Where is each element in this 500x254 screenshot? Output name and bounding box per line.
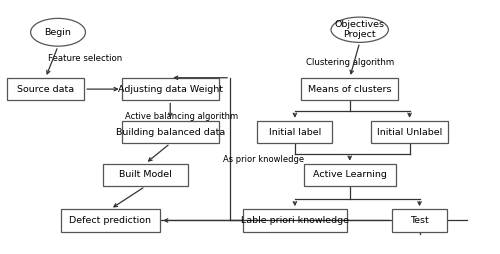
Text: Objectives
Project: Objectives Project — [334, 20, 384, 39]
Text: Clustering algorithm: Clustering algorithm — [306, 58, 394, 67]
Bar — [301, 78, 398, 101]
Text: Feature selection: Feature selection — [48, 54, 122, 63]
Bar — [60, 209, 160, 232]
Text: Initial Unlabel: Initial Unlabel — [377, 128, 442, 137]
Text: Initial label: Initial label — [269, 128, 321, 137]
Ellipse shape — [30, 18, 86, 46]
Bar — [242, 209, 347, 232]
Text: Built Model: Built Model — [119, 170, 172, 180]
Bar — [103, 164, 188, 186]
Text: Begin: Begin — [44, 28, 72, 37]
Text: Adjusting data Weight: Adjusting data Weight — [118, 85, 222, 94]
Text: Test: Test — [410, 216, 429, 225]
Text: Lable priori knowledge: Lable priori knowledge — [241, 216, 349, 225]
Bar — [304, 164, 396, 186]
Bar — [371, 121, 448, 144]
Text: Defect prediction: Defect prediction — [70, 216, 152, 225]
Bar — [392, 209, 447, 232]
Bar — [122, 78, 219, 101]
Bar — [122, 121, 219, 144]
Bar — [7, 78, 84, 101]
Text: Active Learning: Active Learning — [313, 170, 386, 180]
Text: Means of clusters: Means of clusters — [308, 85, 392, 94]
Text: Source data: Source data — [17, 85, 74, 94]
Text: Active balancing algorithm: Active balancing algorithm — [126, 112, 238, 121]
Text: Building balanced data: Building balanced data — [116, 128, 225, 137]
Text: As prior knowledge: As prior knowledge — [222, 155, 304, 164]
Ellipse shape — [331, 17, 388, 42]
Bar — [258, 121, 332, 144]
